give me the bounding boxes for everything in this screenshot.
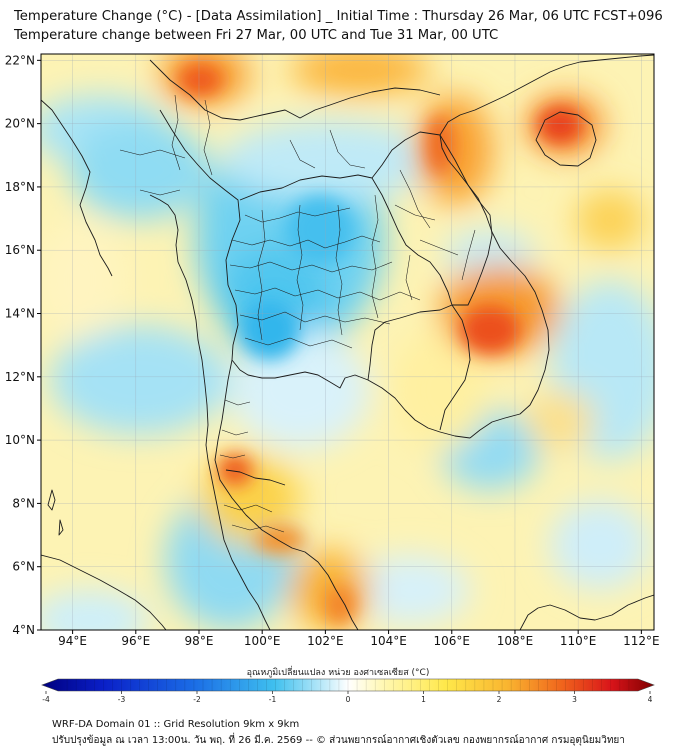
- colorbar-ticks: -4 -3 -2 -1 0 1 2 3 4: [42, 691, 653, 704]
- border-myanmar-thailand: [159, 109, 241, 361]
- latitude-label: 22°N: [5, 53, 35, 67]
- coastline-andaman: [47, 489, 64, 536]
- provinces-thailand: [219, 194, 421, 533]
- colorbar-gradient: [41, 678, 655, 692]
- colorbar-tick-label: 0: [346, 695, 351, 704]
- coastline-peninsula-east: [214, 359, 359, 630]
- colorbar-tick-label: -3: [118, 695, 126, 704]
- latitude-label: 18°N: [5, 180, 35, 194]
- longitude-label: 106°E: [434, 634, 471, 648]
- temperature-field: [41, 54, 654, 630]
- coastline-hainan: [535, 111, 597, 167]
- latitude-label: 12°N: [5, 370, 35, 384]
- border-thailand-cambodia: [367, 304, 453, 381]
- axis-labels: 22°N 20°N 18°N 16°N 14°N 12°N 10°N 8°N 6°N 4°N 94°…: [5, 53, 660, 648]
- longitude-label: 104°E: [370, 634, 407, 648]
- latitude-label: 16°N: [5, 243, 35, 257]
- colorbar-tick-label: 2: [497, 695, 502, 704]
- latitude-label: 20°N: [5, 117, 35, 131]
- border-thailand-laos: [239, 174, 453, 306]
- longitude-label: 98°E: [185, 634, 214, 648]
- colorbar-tick-label: 1: [421, 695, 426, 704]
- border-laos-vietnam: [371, 131, 493, 306]
- coastline-sumatra: [41, 554, 167, 630]
- colorbar-segments: [66, 679, 630, 691]
- border-cambodia-vietnam: [439, 304, 471, 431]
- colorbar-tick-label: 3: [572, 695, 577, 704]
- coastline-mainland: [149, 194, 271, 630]
- longitude-label: 112°E: [623, 634, 660, 648]
- coastline-myanmar-west: [41, 99, 113, 277]
- longitude-label: 94°E: [58, 634, 87, 648]
- colorbar-tick-label: -1: [269, 695, 277, 704]
- border-china: [149, 59, 441, 121]
- latitude-label: 14°N: [5, 307, 35, 321]
- coastline-borneo: [519, 594, 654, 630]
- chart-title-line1: Temperature Change (°C) - [Data Assimila…: [14, 9, 663, 24]
- colorbar-tick-label: -2: [193, 695, 201, 704]
- longitude-label: 96°E: [121, 634, 150, 648]
- latitude-label: 10°N: [5, 433, 35, 447]
- latitude-label: 4°N: [12, 623, 35, 637]
- border-malaysia: [225, 469, 286, 486]
- graticule: [41, 54, 654, 630]
- colorbar-title: อุณหภูมิเปลี่ยนแปลง หน่วย องศาเซลเซียส (…: [246, 668, 430, 678]
- colorbar: -4 -3 -2 -1 0 1 2 3 4: [41, 678, 655, 704]
- plot-frame: [40, 53, 655, 631]
- footer-credit: ปรับปรุงข้อมูล ณ เวลา 13:00น. วัน พฤ. ที…: [52, 735, 625, 746]
- longitude-label: 102°E: [307, 634, 344, 648]
- longitude-label: 108°E: [497, 634, 534, 648]
- provinces-myanmar-laos: [119, 94, 476, 281]
- colorbar-tick-label: -4: [42, 695, 50, 704]
- latitude-label: 8°N: [12, 496, 35, 510]
- longitude-label: 100°E: [244, 634, 281, 648]
- latitude-label: 6°N: [12, 560, 35, 574]
- footer-model-info: WRF-DA Domain 01 :: Grid Resolution 9km …: [52, 719, 300, 730]
- longitude-label: 110°E: [560, 634, 597, 648]
- chart-title-line2: Temperature change between Fri 27 Mar, 0…: [14, 28, 499, 43]
- colorbar-tick-label: 4: [648, 695, 653, 704]
- coastline-gulf-of-thailand: [231, 359, 471, 439]
- coastlines-and-borders: [41, 54, 654, 630]
